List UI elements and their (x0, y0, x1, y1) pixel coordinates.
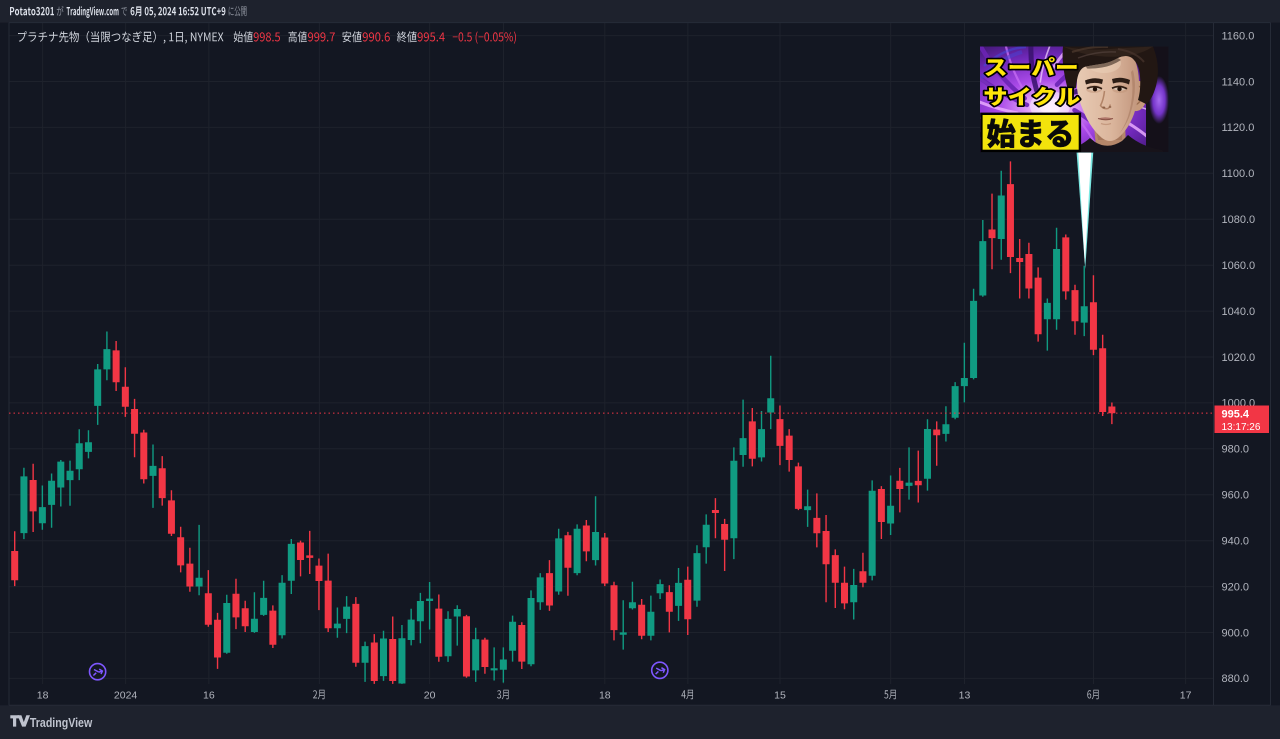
svg-text:2024: 2024 (114, 689, 138, 701)
svg-text:1020.0: 1020.0 (1222, 352, 1256, 364)
svg-text:13: 13 (959, 689, 971, 701)
svg-text:1080.0: 1080.0 (1222, 214, 1256, 226)
svg-text:1120.0: 1120.0 (1222, 122, 1255, 134)
svg-text:18: 18 (599, 689, 611, 701)
svg-text:1040.0: 1040.0 (1222, 306, 1256, 318)
svg-text:18: 18 (37, 689, 49, 701)
svg-text:1160.0: 1160.0 (1222, 30, 1255, 42)
svg-text:995.4: 995.4 (1222, 409, 1250, 421)
svg-text:1140.0: 1140.0 (1222, 76, 1255, 88)
svg-text:13:17:26: 13:17:26 (1222, 422, 1261, 433)
svg-text:15: 15 (774, 689, 786, 701)
svg-text:20: 20 (424, 689, 436, 701)
svg-text:16: 16 (203, 689, 215, 701)
svg-text:1100.0: 1100.0 (1222, 168, 1255, 180)
svg-text:880.0: 880.0 (1222, 673, 1250, 685)
svg-text:920.0: 920.0 (1222, 581, 1250, 593)
svg-text:960.0: 960.0 (1222, 490, 1250, 502)
svg-text:900.0: 900.0 (1222, 627, 1250, 639)
svg-text:980.0: 980.0 (1222, 444, 1250, 456)
svg-text:TradingView: TradingView (30, 716, 92, 730)
svg-text:17: 17 (1180, 689, 1192, 701)
svg-text:940.0: 940.0 (1222, 536, 1250, 548)
svg-text:1060.0: 1060.0 (1222, 260, 1256, 272)
